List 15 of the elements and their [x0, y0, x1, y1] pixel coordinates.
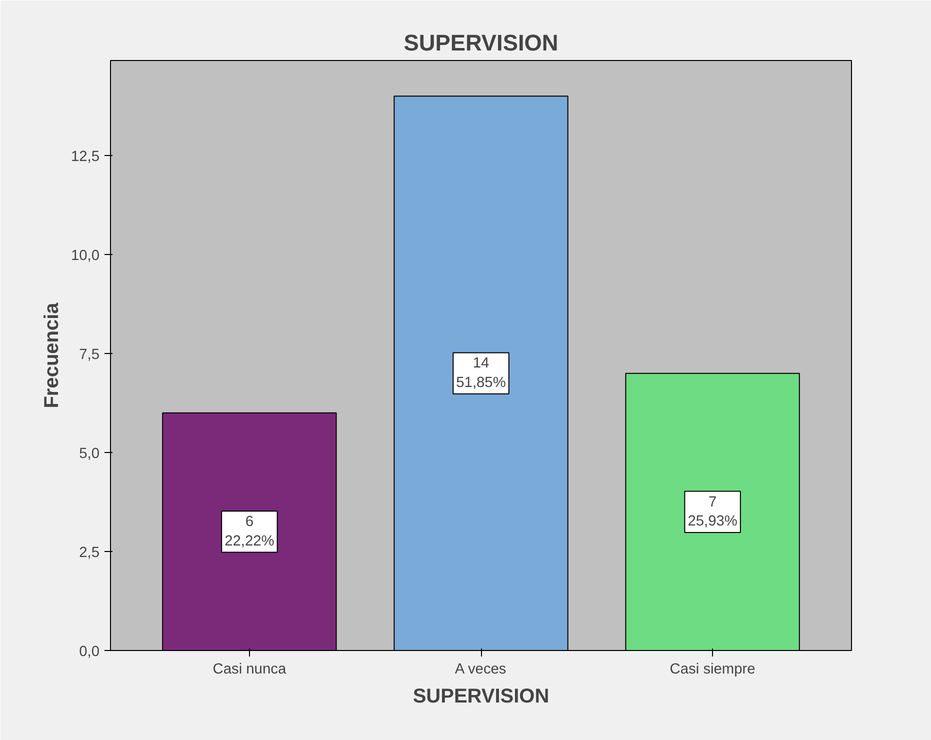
- y-tick-label: 5,0: [79, 446, 100, 462]
- y-tick-label: 10,0: [70, 248, 100, 264]
- x-tick-label: A veces: [454, 662, 506, 678]
- y-tick-label: 2,5: [79, 545, 100, 562]
- y-tick-label: 0,0: [79, 644, 100, 660]
- x-axis-title: SUPERVISION: [412, 686, 550, 708]
- y-tick-label: 7,5: [79, 347, 100, 364]
- x-tick-label: Casi siempre: [670, 662, 756, 678]
- chart-title: SUPERVISION: [404, 30, 558, 56]
- data-label: 6 22,22%: [224, 514, 274, 550]
- x-tick-label: Casi nunca: [212, 662, 287, 678]
- y-tick-label: 12,5: [70, 149, 100, 166]
- y-axis-title: Frecuencia: [40, 302, 63, 408]
- data-label: 14 51,85%: [456, 356, 506, 391]
- data-label: 7 25,93%: [688, 494, 738, 530]
